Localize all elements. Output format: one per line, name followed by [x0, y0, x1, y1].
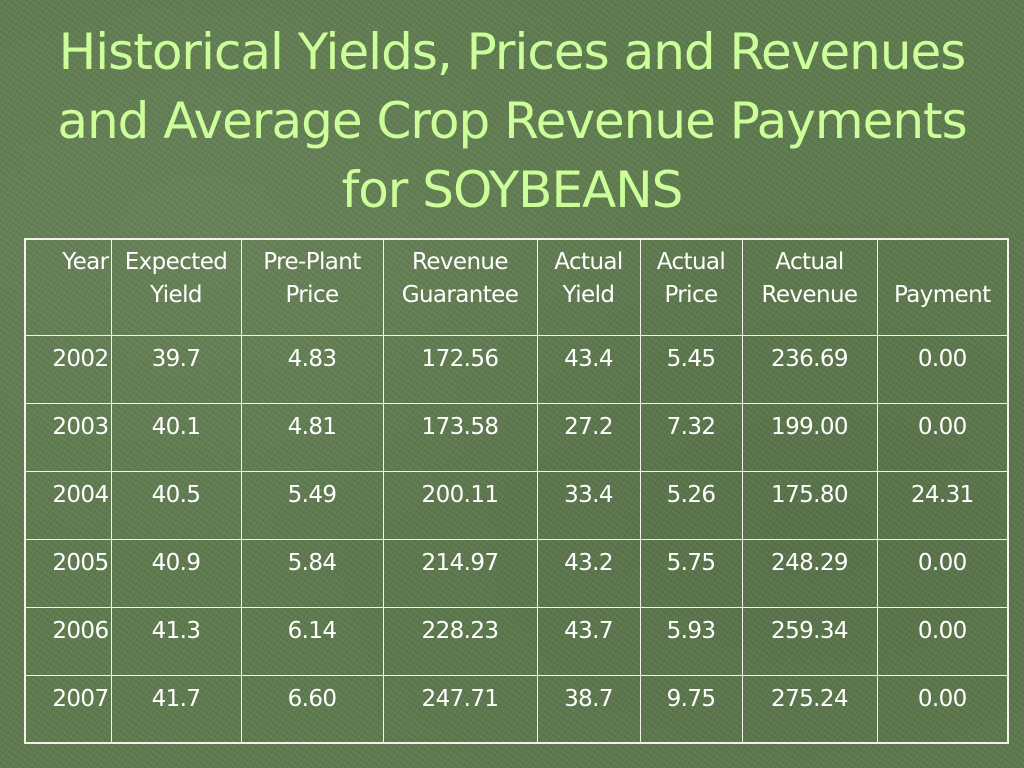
header-label: Revenue Guarantee [401, 249, 519, 308]
cell-expected-yield: 41.7 [110, 674, 242, 744]
cell-pre-plant-price: 4.83 [240, 334, 384, 404]
cell-actual-yield: 38.7 [536, 674, 641, 744]
header-pre-plant-price: Pre-Plant Price [240, 238, 384, 336]
soybeans-data-table: Year Expected Yield Pre-Plant Price Reve… [24, 238, 1009, 744]
cell-expected-yield: 40.5 [110, 470, 242, 540]
cell-expected-yield: 40.9 [110, 538, 242, 608]
header-label: Pre-Plant Price [263, 249, 361, 308]
header-actual-price: Actual Price [639, 238, 743, 336]
cell-actual-yield: 33.4 [536, 470, 641, 540]
cell-year: 2003 [24, 402, 112, 472]
cell-pre-plant-price: 6.14 [240, 606, 384, 676]
header-label: Actual Price [656, 249, 726, 308]
cell-year: 2004 [24, 470, 112, 540]
table-row: 2003 40.1 4.81 173.58 27.2 7.32 199.00 0… [24, 402, 1009, 472]
cell-actual-price: 9.75 [639, 674, 743, 744]
header-label: Expected Yield [124, 249, 228, 308]
header-label: Actual Revenue [761, 249, 859, 308]
header-payment: Payment [876, 238, 1009, 336]
cell-actual-revenue: 248.29 [741, 538, 878, 608]
cell-pre-plant-price: 5.49 [240, 470, 384, 540]
cell-year: 2005 [24, 538, 112, 608]
cell-actual-revenue: 175.80 [741, 470, 878, 540]
cell-revenue-guarantee: 172.56 [382, 334, 538, 404]
header-revenue-guarantee: Revenue Guarantee [382, 238, 538, 336]
cell-actual-yield: 43.2 [536, 538, 641, 608]
header-label: Year [62, 249, 109, 275]
cell-actual-revenue: 275.24 [741, 674, 878, 744]
cell-actual-revenue: 259.34 [741, 606, 878, 676]
cell-actual-yield: 27.2 [536, 402, 641, 472]
header-label: Actual Yield [554, 249, 623, 308]
table-row: 2004 40.5 5.49 200.11 33.4 5.26 175.80 2… [24, 470, 1009, 540]
cell-payment: 0.00 [876, 402, 1009, 472]
cell-year: 2002 [24, 334, 112, 404]
cell-pre-plant-price: 4.81 [240, 402, 384, 472]
cell-year: 2006 [24, 606, 112, 676]
cell-revenue-guarantee: 214.97 [382, 538, 538, 608]
cell-payment: 0.00 [876, 606, 1009, 676]
cell-actual-yield: 43.7 [536, 606, 641, 676]
cell-actual-revenue: 236.69 [741, 334, 878, 404]
cell-payment: 0.00 [876, 674, 1009, 744]
header-expected-yield: Expected Yield [110, 238, 242, 336]
cell-expected-yield: 39.7 [110, 334, 242, 404]
table-header-row: Year Expected Yield Pre-Plant Price Reve… [24, 238, 1009, 336]
cell-pre-plant-price: 6.60 [240, 674, 384, 744]
cell-revenue-guarantee: 173.58 [382, 402, 538, 472]
cell-actual-price: 5.45 [639, 334, 743, 404]
cell-actual-price: 5.75 [639, 538, 743, 608]
slide-title: Historical Yields, Prices and Revenues a… [57, 23, 967, 219]
cell-actual-price: 5.93 [639, 606, 743, 676]
cell-actual-price: 7.32 [639, 402, 743, 472]
table-row: 2006 41.3 6.14 228.23 43.7 5.93 259.34 0… [24, 606, 1009, 676]
cell-payment: 24.31 [876, 470, 1009, 540]
cell-payment: 0.00 [876, 334, 1009, 404]
header-actual-revenue: Actual Revenue [741, 238, 878, 336]
cell-actual-yield: 43.4 [536, 334, 641, 404]
cell-payment: 0.00 [876, 538, 1009, 608]
header-year: Year [24, 238, 112, 336]
cell-actual-revenue: 199.00 [741, 402, 878, 472]
cell-revenue-guarantee: 247.71 [382, 674, 538, 744]
cell-pre-plant-price: 5.84 [240, 538, 384, 608]
cell-year: 2007 [24, 674, 112, 744]
cell-revenue-guarantee: 200.11 [382, 470, 538, 540]
cell-expected-yield: 40.1 [110, 402, 242, 472]
table-row: 2002 39.7 4.83 172.56 43.4 5.45 236.69 0… [24, 334, 1009, 404]
table-row: 2005 40.9 5.84 214.97 43.2 5.75 248.29 0… [24, 538, 1009, 608]
header-actual-yield: Actual Yield [536, 238, 641, 336]
cell-revenue-guarantee: 228.23 [382, 606, 538, 676]
header-label: Payment [894, 282, 991, 308]
cell-expected-yield: 41.3 [110, 606, 242, 676]
table-row: 2007 41.7 6.60 247.71 38.7 9.75 275.24 0… [24, 674, 1009, 744]
cell-actual-price: 5.26 [639, 470, 743, 540]
